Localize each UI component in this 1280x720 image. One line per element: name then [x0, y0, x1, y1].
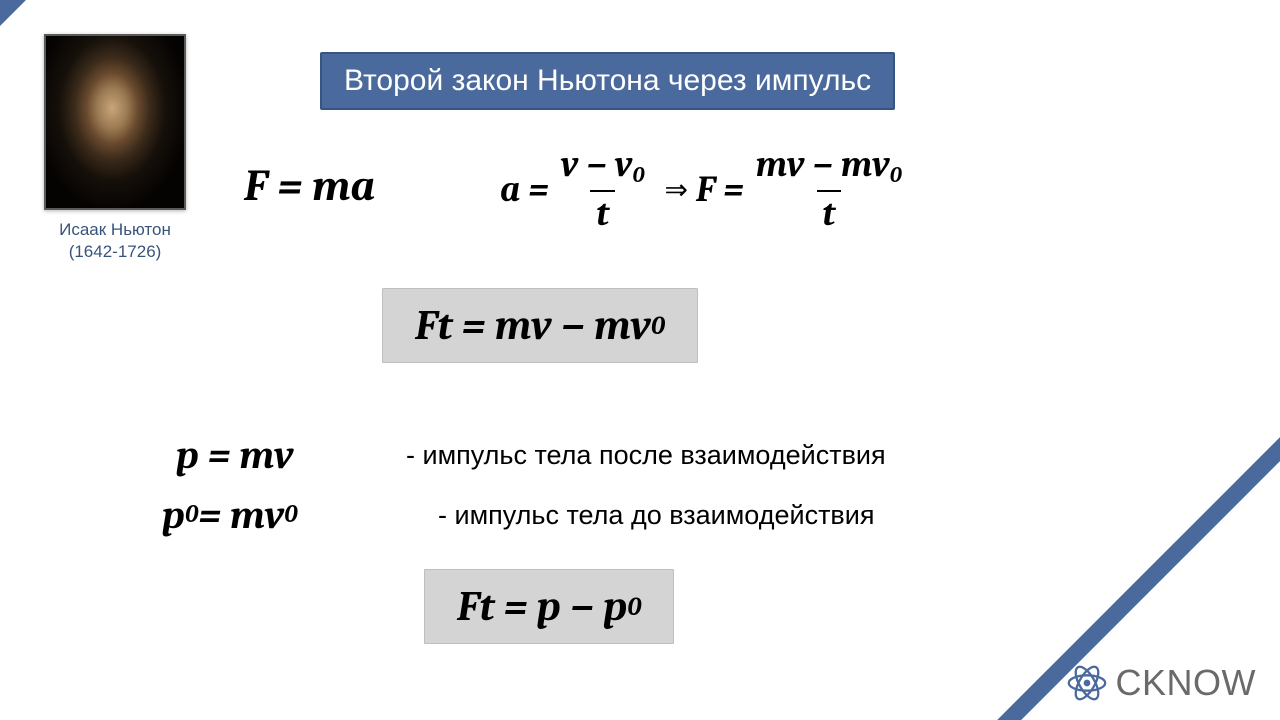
deriv-a-frac: v − v0 t — [555, 143, 651, 235]
equation-impulse-p: Ft = p − p0 — [424, 569, 674, 644]
implies-icon: ⇒ — [665, 173, 688, 206]
deriv-f-frac: mv − mv0 t — [750, 143, 908, 235]
desc-p: - импульс тела после взаимодействия — [406, 440, 886, 471]
equation-derivation: a = v − v0 t ⇒ F = mv − mv0 t — [500, 143, 914, 235]
brand-logo: CKNOW — [1064, 660, 1257, 706]
equation-p: p = mv — [176, 432, 294, 478]
portrait-name: Исаак Ньютон — [34, 220, 196, 240]
corner-accent-top-left — [0, 0, 26, 26]
equation-f-ma: F = ma — [244, 160, 375, 211]
portrait-dates: (1642-1726) — [34, 242, 196, 262]
newton-portrait — [44, 34, 186, 210]
deriv-f-lhs: F = — [696, 169, 744, 210]
deriv-a-lhs: a = — [500, 169, 549, 210]
atom-icon — [1064, 660, 1110, 706]
slide-title: Второй закон Ньютона через импульс — [320, 52, 895, 110]
desc-p0: - импульс тела до взаимодействия — [438, 500, 874, 531]
equation-p0: p0 = mv0 — [162, 492, 298, 538]
equation-impulse-mv: Ft = mv − mv0 — [382, 288, 698, 363]
brand-name: CKNOW — [1116, 662, 1257, 704]
